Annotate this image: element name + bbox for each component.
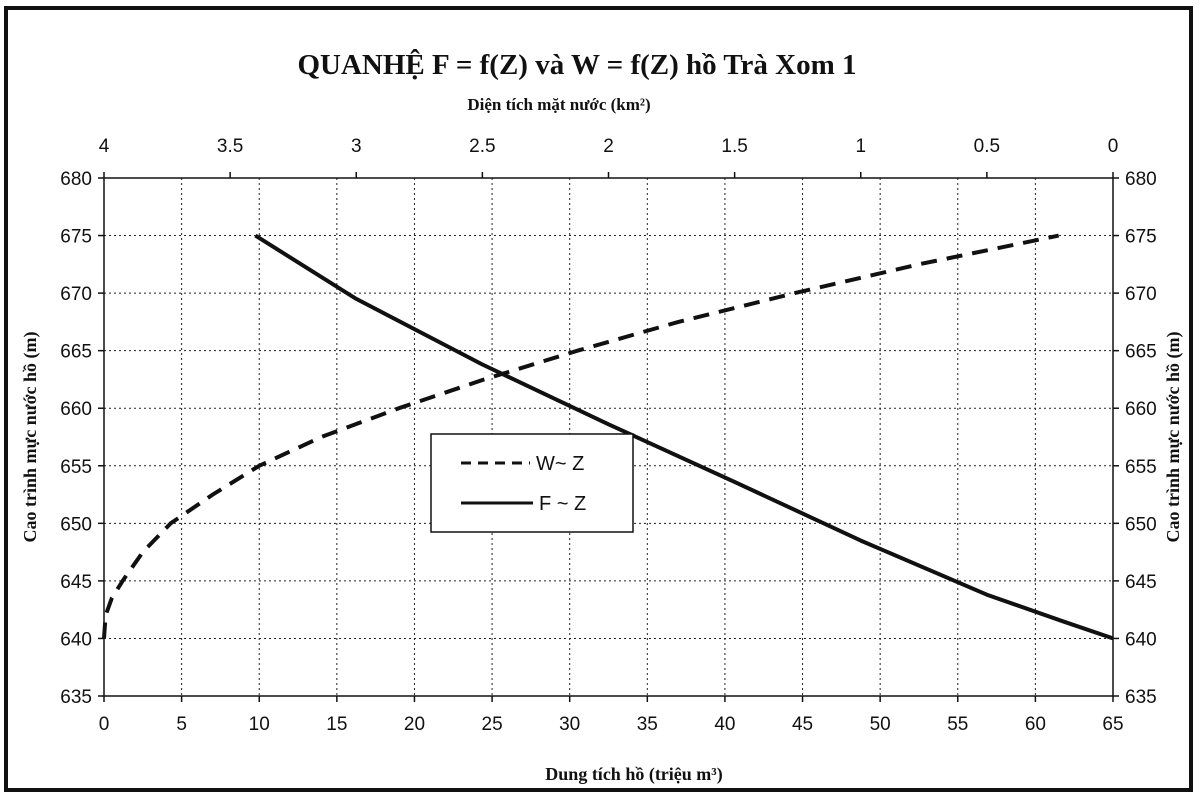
series-line-f-z — [254, 233, 1114, 641]
x-bottom-tick-label: 55 — [947, 714, 968, 735]
x-top-tick-label: 2.5 — [469, 136, 495, 157]
data-series — [102, 233, 1114, 641]
x-bottom-tick-label: 5 — [176, 714, 187, 735]
legend-box — [430, 433, 634, 533]
y-left-tick-label: 670 — [60, 284, 92, 305]
y-left-tick-label: 640 — [60, 629, 92, 650]
x-bottom-tick-label: 0 — [99, 714, 110, 735]
y-right-tick-label: 670 — [1125, 284, 1157, 305]
x-top-tick-label: 2 — [603, 136, 614, 157]
x-top-tick-label: 3 — [351, 136, 362, 157]
y-right-tick-label: 645 — [1125, 572, 1157, 593]
tick-labels: 0 5 10 15 20 25 30 35 40 45 50 55 60 654 3.5 3 2.5 2 1.5 1 0… — [60, 136, 1156, 735]
x-bottom-tick-label: 45 — [792, 714, 813, 735]
x-bottom-tick-label: 20 — [404, 714, 425, 735]
bottom-axis-label: Dung tích hồ (triệu m³) — [545, 764, 722, 785]
x-bottom-tick-label: 35 — [637, 714, 658, 735]
y-right-tick-label: 655 — [1125, 457, 1157, 478]
y-left-tick-label: 675 — [60, 227, 92, 248]
x-bottom-tick-label: 40 — [714, 714, 735, 735]
y-left-tick-label: 635 — [60, 687, 92, 708]
y-left-tick-label: 645 — [60, 572, 92, 593]
y-left-tick-label: 655 — [60, 457, 92, 478]
chart-title: QUANHỆ F = f(Z) và W = f(Z) hồ Trà Xom 1 — [297, 48, 856, 81]
right-axis-label: Cao trình mực nước hồ (m) — [1163, 331, 1184, 542]
x-bottom-tick-label: 65 — [1102, 714, 1123, 735]
x-bottom-tick-label: 50 — [870, 714, 891, 735]
x-bottom-tick-label: 10 — [249, 714, 270, 735]
x-top-tick-label: 3.5 — [217, 136, 243, 157]
x-bottom-tick-label: 30 — [559, 714, 580, 735]
y-right-tick-label: 675 — [1125, 227, 1157, 248]
legend-label-w-z: W~ Z — [536, 453, 584, 475]
left-axis-label: Cao trình mực nước hồ (m) — [20, 331, 41, 542]
chart-svg: QUANHỆ F = f(Z) và W = f(Z) hồ Trà Xom 1… — [20, 48, 1184, 785]
legend-label-f-z: F ~ Z — [539, 493, 586, 515]
x-bottom-tick-label: 15 — [326, 714, 347, 735]
x-top-tick-label: 0.5 — [974, 136, 1000, 157]
legend: W~ Z F ~ Z — [430, 433, 634, 533]
y-right-tick-label: 660 — [1125, 399, 1157, 420]
y-left-tick-label: 660 — [60, 399, 92, 420]
x-bottom-tick-label: 25 — [482, 714, 503, 735]
y-left-tick-label: 680 — [60, 169, 92, 190]
y-right-tick-label: 680 — [1125, 169, 1157, 190]
y-right-tick-label: 665 — [1125, 342, 1157, 363]
x-bottom-tick-label: 60 — [1025, 714, 1046, 735]
y-right-tick-label: 650 — [1125, 514, 1157, 535]
y-right-tick-label: 640 — [1125, 629, 1157, 650]
x-top-tick-label: 4 — [99, 136, 110, 157]
tick-marks — [98, 172, 1119, 702]
x-top-tick-label: 0 — [1108, 136, 1119, 157]
grid-lines — [104, 178, 1113, 696]
chart-frame: QUANHỆ F = f(Z) và W = f(Z) hồ Trà Xom 1… — [4, 6, 1193, 792]
x-top-tick-label: 1.5 — [721, 136, 747, 157]
x-top-tick-label: 1 — [855, 136, 866, 157]
top-axis-label: Diện tích mặt nước (km²) — [467, 95, 650, 114]
y-left-tick-label: 665 — [60, 342, 92, 363]
y-left-tick-label: 650 — [60, 514, 92, 535]
y-right-tick-label: 635 — [1125, 687, 1157, 708]
